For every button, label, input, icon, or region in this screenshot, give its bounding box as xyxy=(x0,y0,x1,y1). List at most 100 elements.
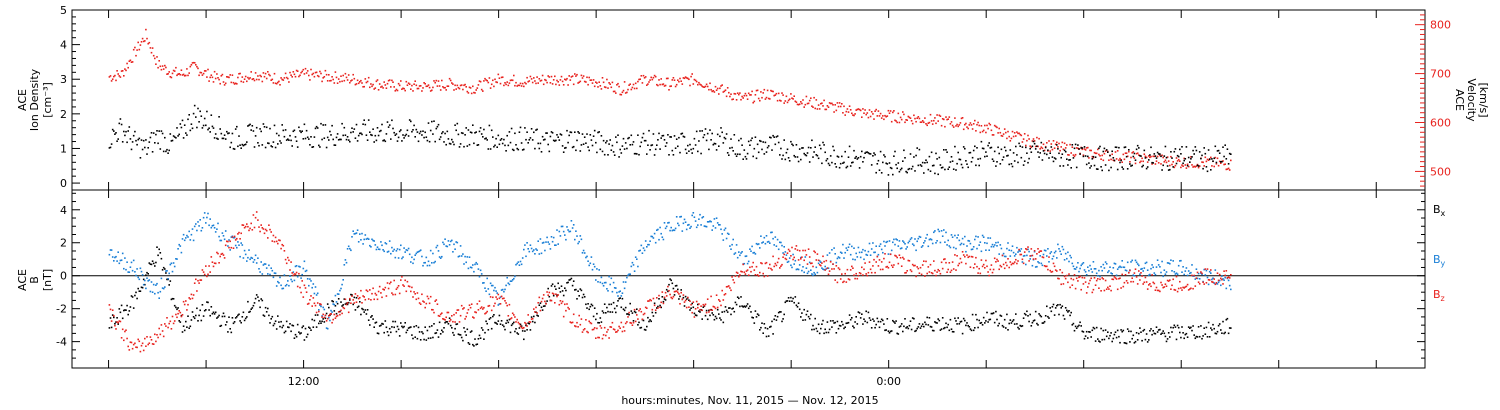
bz-series-point xyxy=(687,296,689,299)
bz-series-point xyxy=(260,224,262,226)
velocity-series-point xyxy=(324,69,327,72)
bx-series-point xyxy=(797,302,800,304)
bz-series-point xyxy=(776,261,779,264)
by-series-point xyxy=(1123,266,1126,269)
velocity-series-point xyxy=(554,75,556,78)
by-series-point xyxy=(486,277,488,280)
bz-series-point xyxy=(719,300,721,302)
density-series-point xyxy=(1032,140,1035,143)
velocity-series-point xyxy=(339,80,341,83)
bz-series-point xyxy=(436,303,439,305)
density-series-point xyxy=(478,130,481,133)
density-series-point xyxy=(1080,147,1082,149)
by-series-point xyxy=(376,246,379,248)
velocity-series-point xyxy=(310,68,312,71)
velocity-series-point xyxy=(585,81,587,83)
bx-series-point xyxy=(562,294,565,297)
velocity-series-point xyxy=(545,79,547,82)
by-series-point xyxy=(142,283,145,286)
bx-series-point xyxy=(374,322,377,324)
by-series-point xyxy=(988,249,990,251)
by-series-point xyxy=(838,257,841,259)
by-series-point xyxy=(1017,251,1019,253)
density-series-point xyxy=(652,133,655,135)
bz-series-point xyxy=(485,312,487,314)
velocity-series-point xyxy=(712,90,715,92)
velocity-series-point xyxy=(528,80,531,82)
bz-series-point xyxy=(387,287,390,290)
bz-series-point xyxy=(232,247,235,249)
by-series-point xyxy=(947,239,949,242)
density-series-point xyxy=(179,123,182,125)
density-series-point xyxy=(147,147,149,149)
bx-series-point xyxy=(567,281,569,284)
by-series-point xyxy=(687,224,689,226)
by-series-point xyxy=(816,271,819,274)
density-series-point xyxy=(205,124,207,127)
by-series-point xyxy=(1022,255,1025,257)
velocity-series-point xyxy=(227,76,229,78)
velocity-series-point xyxy=(836,102,839,104)
bx-series-point xyxy=(449,324,452,327)
bz-series-point xyxy=(700,305,702,307)
bz-series-point xyxy=(984,267,986,269)
bx-series-point xyxy=(403,325,405,328)
by-series-point xyxy=(1102,263,1105,266)
velocity-series-point xyxy=(134,46,136,49)
velocity-series-point xyxy=(515,81,517,84)
bz-series-point xyxy=(595,337,597,339)
by-series-point xyxy=(259,271,261,273)
density-series-point xyxy=(1087,155,1089,158)
velocity-series-point xyxy=(858,108,861,111)
by-series-point xyxy=(334,294,337,297)
by-series-point xyxy=(454,248,456,250)
by-series-point xyxy=(976,247,978,250)
velocity-series-point xyxy=(1050,143,1053,145)
bz-series-point xyxy=(369,289,371,291)
by-series-point xyxy=(183,239,186,242)
bz-series-point xyxy=(562,315,565,318)
density-series-point xyxy=(623,148,626,150)
velocity-series-point xyxy=(233,83,236,85)
density-series-point xyxy=(504,144,506,147)
bx-series-point xyxy=(1063,318,1066,320)
bz-series-point xyxy=(750,270,752,273)
by-series-point xyxy=(239,255,241,258)
density-series-point xyxy=(547,143,549,146)
density-series-point xyxy=(589,134,592,136)
velocity-series-point xyxy=(829,102,832,105)
bz-series-point xyxy=(814,251,816,254)
bx-series-point xyxy=(521,330,524,332)
by-series-point xyxy=(342,279,344,281)
density-series-point xyxy=(308,138,310,140)
velocity-series-point xyxy=(483,80,485,82)
velocity-series-point xyxy=(171,72,174,75)
bz-series-point xyxy=(298,272,300,275)
by-series-point xyxy=(548,243,551,245)
bz-series-point xyxy=(433,311,435,314)
by-series-point xyxy=(202,216,205,219)
by-series-point xyxy=(580,238,583,241)
bx-series-point xyxy=(958,323,961,325)
by-series-point xyxy=(487,288,490,290)
bx-series-point xyxy=(1205,326,1208,329)
velocity-series-point xyxy=(993,124,996,127)
bz-series-point xyxy=(978,267,980,270)
velocity-series-point xyxy=(937,120,939,122)
bx-series-point xyxy=(955,320,957,322)
by-series-point xyxy=(825,268,828,270)
velocity-series-point xyxy=(608,82,610,84)
density-series-point xyxy=(328,139,330,141)
by-series-point xyxy=(1227,279,1230,282)
bx-series-point xyxy=(444,321,446,324)
density-series-point xyxy=(1082,155,1085,158)
bx-series-point xyxy=(199,309,201,312)
bz-series-point xyxy=(172,322,175,325)
velocity-series-point xyxy=(649,79,651,81)
density-series-point xyxy=(834,163,836,165)
bx-series-point xyxy=(371,315,373,317)
by-series-point xyxy=(930,238,933,241)
bz-series-point xyxy=(214,262,217,265)
velocity-series-point xyxy=(1198,165,1201,167)
bx-series-point xyxy=(780,311,782,313)
